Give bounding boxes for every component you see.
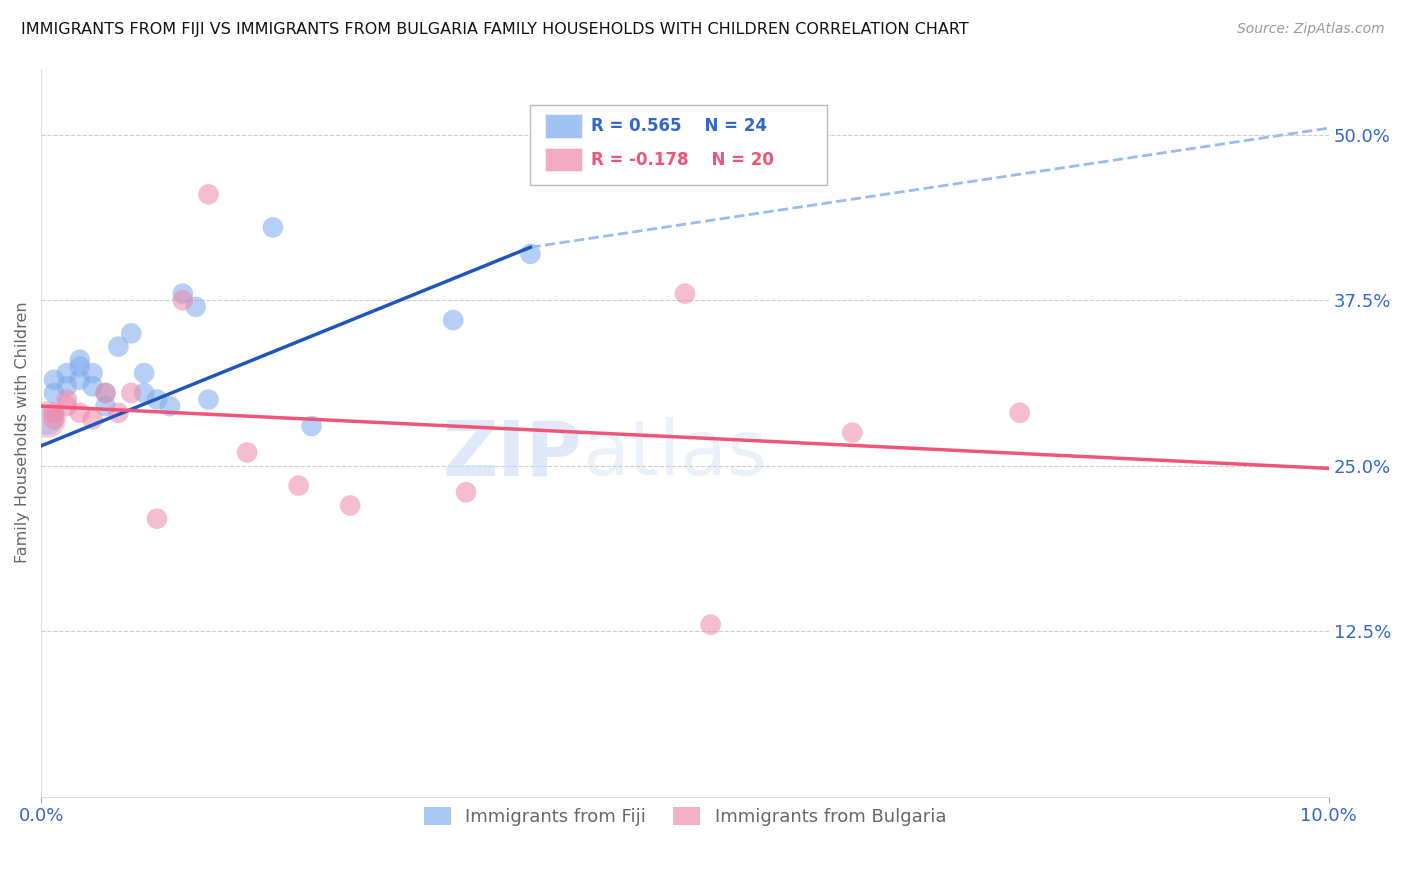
Point [69,373,91,387]
Text: ZIP: ZIP [443,417,582,491]
Point [441,313,464,327]
Point [94,399,117,413]
Y-axis label: Family Households with Children: Family Households with Children [15,301,30,564]
Point [37,412,59,426]
Point [134,366,156,380]
Point [197,392,219,407]
Text: R = 0.565    N = 24: R = 0.565 N = 24 [591,117,766,135]
Point [120,386,142,401]
Point [172,293,194,308]
Point [301,419,323,434]
Point [172,286,194,301]
FancyBboxPatch shape [530,105,827,185]
Point [841,425,863,440]
Point [262,220,284,235]
FancyBboxPatch shape [544,148,582,171]
Point [107,340,129,354]
Point [287,478,309,492]
Point [339,499,361,513]
Point [42,412,65,426]
Point [69,352,91,367]
Point [94,386,117,401]
Text: IMMIGRANTS FROM FIJI VS IMMIGRANTS FROM BULGARIA FAMILY HOUSEHOLDS WITH CHILDREN: IMMIGRANTS FROM FIJI VS IMMIGRANTS FROM … [21,22,969,37]
Text: atlas: atlas [582,417,766,491]
Point [42,406,65,420]
Point [107,406,129,420]
Point [1008,406,1031,420]
Point [673,286,696,301]
Point [82,412,104,426]
Point [159,399,181,413]
Point [56,399,79,413]
Point [37,412,59,426]
Point [454,485,477,500]
Point [94,386,117,401]
Text: R = -0.178    N = 20: R = -0.178 N = 20 [591,151,773,169]
Point [146,512,169,526]
Point [56,366,79,380]
Point [519,247,541,261]
Point [120,326,142,341]
Point [184,300,207,314]
Point [42,373,65,387]
Point [197,187,219,202]
Point [699,617,721,632]
Point [42,386,65,401]
Point [134,386,156,401]
Point [56,379,79,393]
Point [69,406,91,420]
Point [69,359,91,374]
Text: Source: ZipAtlas.com: Source: ZipAtlas.com [1237,22,1385,37]
Point [236,445,259,459]
Point [82,379,104,393]
Legend: Immigrants from Fiji, Immigrants from Bulgaria: Immigrants from Fiji, Immigrants from Bu… [415,797,955,835]
Point [146,392,169,407]
FancyBboxPatch shape [544,114,582,137]
Point [56,392,79,407]
Point [82,366,104,380]
